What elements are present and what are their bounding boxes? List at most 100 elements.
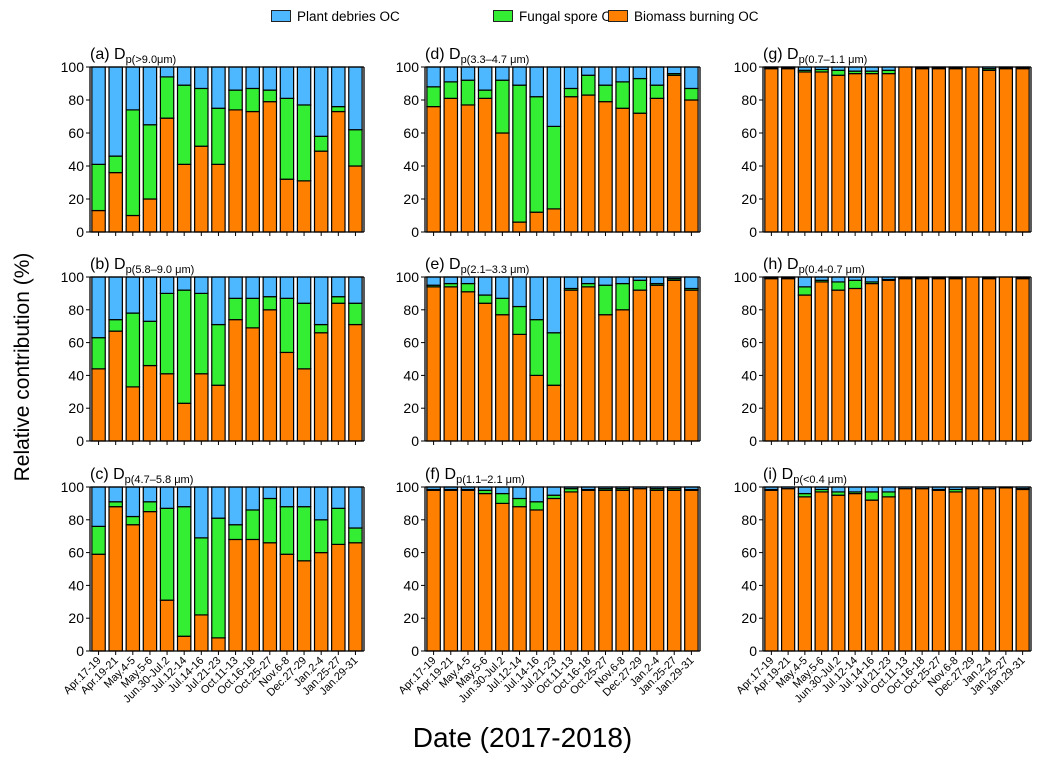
panel-f-bar-biomass-8[interactable] bbox=[563, 491, 579, 652]
panel-e-bar-biomass-12[interactable] bbox=[632, 289, 648, 442]
panel-e-bar-plant-8[interactable] bbox=[563, 276, 579, 290]
panel-b-bar-fungal-0[interactable] bbox=[91, 337, 106, 370]
panel-b-bar-fungal-3[interactable] bbox=[142, 320, 158, 367]
panel-i-bar-fungal-6[interactable] bbox=[864, 491, 880, 501]
panel-d-bar-plant-15[interactable] bbox=[684, 66, 699, 90]
panel-f-bar-biomass-6[interactable] bbox=[529, 509, 545, 652]
panel-e-bar-plant-10[interactable] bbox=[598, 276, 613, 286]
panel-h-bar-biomass-14[interactable] bbox=[998, 276, 1014, 442]
panel-c-bar-fungal-5[interactable] bbox=[176, 506, 192, 637]
panel-f-bar-biomass-13[interactable] bbox=[649, 489, 665, 652]
panel-e-bar-fungal-2[interactable] bbox=[460, 282, 476, 293]
panel-a-bar-fungal-15[interactable] bbox=[348, 129, 363, 167]
panel-d-bar-biomass-0[interactable] bbox=[426, 105, 441, 233]
panel-g-bar-biomass-11[interactable] bbox=[948, 68, 963, 233]
panel-i-bar-biomass-2[interactable] bbox=[797, 496, 813, 652]
panel-d-bar-biomass-10[interactable] bbox=[598, 101, 613, 233]
panel-i-bar-biomass-12[interactable] bbox=[965, 488, 980, 652]
panel-c-bar-biomass-8[interactable] bbox=[228, 538, 243, 652]
panel-i-bar-plant-4[interactable] bbox=[831, 486, 846, 493]
panel-e-bar-plant-1[interactable] bbox=[443, 276, 459, 285]
panel-e-bar-biomass-9[interactable] bbox=[580, 286, 596, 442]
panel-b-bar-fungal-2[interactable] bbox=[125, 312, 141, 388]
panel-a-bar-fungal-14[interactable] bbox=[331, 105, 346, 113]
panel-b-bar-fungal-10[interactable] bbox=[262, 296, 278, 311]
panel-i-bar-fungal-7[interactable] bbox=[881, 491, 896, 498]
panel-b-bar-plant-15[interactable] bbox=[348, 276, 363, 304]
panel-c-bar-plant-5[interactable] bbox=[176, 486, 192, 508]
panel-d-bar-biomass-4[interactable] bbox=[495, 132, 510, 233]
panel-a-bar-biomass-15[interactable] bbox=[348, 165, 363, 233]
panel-e-bar-plant-5[interactable] bbox=[512, 276, 527, 308]
panel-d-bar-plant-3[interactable] bbox=[477, 66, 493, 91]
panel-c-bar-plant-4[interactable] bbox=[159, 486, 175, 509]
panel-g-bar-biomass-4[interactable] bbox=[831, 74, 846, 233]
panel-c-bar-fungal-10[interactable] bbox=[262, 497, 278, 544]
panel-h-bar-biomass-1[interactable] bbox=[780, 278, 796, 442]
panel-d-bar-fungal-9[interactable] bbox=[580, 74, 596, 96]
panel-b-bar-plant-3[interactable] bbox=[142, 276, 158, 322]
panel-a-bar-plant-4[interactable] bbox=[159, 66, 175, 78]
legend-item-biomass-burning[interactable]: Biomass burning OC bbox=[608, 6, 759, 26]
panel-d-bar-fungal-12[interactable] bbox=[632, 77, 648, 114]
panel-f-bar-fungal-5[interactable] bbox=[512, 497, 527, 508]
panel-g-bar-biomass-13[interactable] bbox=[981, 69, 997, 233]
panel-a-bar-plant-15[interactable] bbox=[348, 66, 363, 131]
panel-g-bar-biomass-8[interactable] bbox=[898, 66, 913, 233]
panel-c-bar-fungal-1[interactable] bbox=[108, 501, 123, 508]
panel-d-bar-plant-6[interactable] bbox=[529, 66, 545, 98]
panel-e-bar-plant-15[interactable] bbox=[684, 276, 699, 290]
panel-b-bar-biomass-8[interactable] bbox=[228, 319, 243, 442]
panel-c-bar-fungal-0[interactable] bbox=[91, 525, 106, 555]
panel-e-bar-plant-11[interactable] bbox=[615, 276, 630, 285]
panel-b-bar-fungal-14[interactable] bbox=[331, 296, 346, 304]
panel-d-bar-biomass-5[interactable] bbox=[512, 221, 527, 233]
panel-d-bar-biomass-6[interactable] bbox=[529, 211, 545, 233]
panel-f-bar-biomass-1[interactable] bbox=[443, 489, 459, 652]
panel-a-bar-fungal-5[interactable] bbox=[176, 84, 192, 165]
panel-h-bar-plant-2[interactable] bbox=[797, 276, 813, 288]
panel-h-bar-biomass-12[interactable] bbox=[965, 276, 980, 442]
panel-b-bar-biomass-4[interactable] bbox=[159, 373, 175, 442]
panel-f-bar-plant-7[interactable] bbox=[546, 486, 562, 496]
panel-c-bar-biomass-4[interactable] bbox=[159, 599, 175, 652]
panel-a-bar-fungal-3[interactable] bbox=[142, 124, 158, 200]
panel-b-bar-fungal-8[interactable] bbox=[228, 297, 243, 321]
panel-d-bar-biomass-15[interactable] bbox=[684, 99, 699, 233]
panel-c-bar-biomass-11[interactable] bbox=[279, 553, 295, 652]
panel-i-bar-biomass-5[interactable] bbox=[847, 492, 863, 652]
panel-a-bar-biomass-1[interactable] bbox=[108, 172, 123, 233]
panel-d-bar-biomass-13[interactable] bbox=[649, 97, 665, 233]
panel-i-bar-biomass-10[interactable] bbox=[931, 489, 947, 652]
panel-c-bar-fungal-6[interactable] bbox=[194, 537, 209, 616]
panel-c-bar-fungal-14[interactable] bbox=[331, 507, 346, 546]
panel-c-bar-plant-9[interactable] bbox=[245, 486, 260, 511]
panel-f-bar-fungal-4[interactable] bbox=[495, 492, 510, 504]
panel-a-bar-plant-7[interactable] bbox=[211, 66, 226, 109]
panel-e-bar-plant-4[interactable] bbox=[495, 276, 510, 299]
panel-g-bar-biomass-7[interactable] bbox=[881, 72, 896, 233]
panel-h-bar-biomass-8[interactable] bbox=[898, 278, 913, 442]
panel-d-bar-plant-0[interactable] bbox=[426, 66, 441, 88]
panel-d-bar-plant-2[interactable] bbox=[460, 66, 476, 81]
panel-b-bar-biomass-10[interactable] bbox=[262, 309, 278, 442]
panel-e-bar-biomass-5[interactable] bbox=[512, 333, 527, 442]
panel-b-bar-fungal-4[interactable] bbox=[159, 292, 175, 375]
panel-b-bar-plant-7[interactable] bbox=[211, 276, 226, 326]
panel-h-bar-biomass-2[interactable] bbox=[797, 294, 813, 442]
panel-d-bar-plant-14[interactable] bbox=[666, 66, 682, 75]
panel-c-bar-biomass-6[interactable] bbox=[194, 614, 209, 652]
panel-d-bar-biomass-2[interactable] bbox=[460, 104, 476, 233]
panel-d-bar-plant-5[interactable] bbox=[512, 66, 527, 86]
panel-h-bar-biomass-0[interactable] bbox=[764, 278, 779, 442]
panel-b-bar-fungal-1[interactable] bbox=[108, 319, 123, 332]
panel-d-bar-fungal-15[interactable] bbox=[684, 87, 699, 101]
panel-b-bar-plant-4[interactable] bbox=[159, 276, 175, 294]
panel-d-bar-fungal-2[interactable] bbox=[460, 79, 476, 106]
panel-b-bar-fungal-12[interactable] bbox=[296, 302, 312, 370]
panel-c-bar-fungal-4[interactable] bbox=[159, 507, 175, 601]
panel-a-bar-plant-5[interactable] bbox=[176, 66, 192, 86]
panel-g-bar-biomass-9[interactable] bbox=[914, 68, 930, 233]
panel-h-bar-plant-4[interactable] bbox=[831, 276, 846, 283]
panel-b-bar-biomass-7[interactable] bbox=[211, 384, 226, 442]
